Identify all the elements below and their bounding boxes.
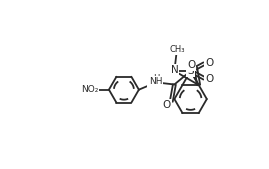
Text: O: O (162, 100, 171, 110)
Text: O: O (205, 58, 213, 68)
Text: O: O (187, 60, 195, 70)
Text: NO₂: NO₂ (81, 85, 98, 94)
Text: NH: NH (149, 77, 162, 86)
Text: N: N (148, 77, 156, 87)
Text: CH₃: CH₃ (170, 45, 185, 54)
Text: H: H (153, 74, 160, 83)
Text: O: O (205, 74, 213, 84)
Text: S: S (187, 66, 194, 76)
Text: N: N (171, 65, 178, 75)
